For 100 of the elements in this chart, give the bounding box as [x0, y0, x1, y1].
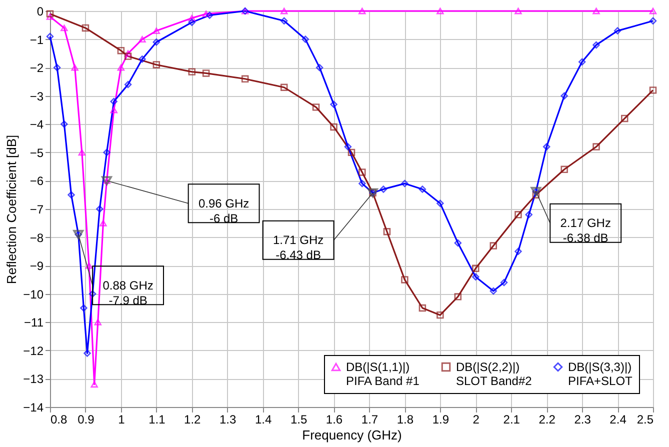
point [124, 80, 132, 88]
point [649, 8, 657, 14]
point [117, 46, 125, 54]
point [152, 28, 160, 34]
point [85, 262, 93, 269]
legend-label: DB(|S(2,2)|) SLOT Band#2 [456, 360, 532, 388]
y-tick-label: −10 [23, 287, 44, 302]
y-tick-label: 0 [36, 4, 44, 18]
point [490, 287, 497, 295]
point [330, 100, 338, 108]
point [188, 14, 196, 22]
point [280, 84, 288, 91]
point [152, 61, 160, 68]
point [53, 64, 61, 72]
point [46, 32, 54, 40]
point [578, 58, 586, 66]
point [418, 304, 426, 312]
point [348, 148, 356, 156]
point [60, 24, 68, 32]
point [60, 120, 68, 128]
point [560, 166, 568, 174]
point [188, 68, 196, 76]
point [280, 8, 288, 14]
point [490, 242, 497, 250]
point [500, 278, 508, 286]
point [88, 290, 96, 298]
x-tick-label: 1.1 [148, 412, 166, 426]
annotation: 1.71 GHz -6.43 dB [272, 233, 324, 262]
point [68, 191, 75, 198]
point [202, 70, 210, 77]
y-tick-label: −8 [30, 230, 44, 245]
point [316, 64, 324, 72]
annotation: 0.96 GHz -6 dB [198, 196, 250, 226]
legend-label: DB(|S(1,1)|) PIFA Band #1 [346, 360, 420, 388]
point [649, 17, 657, 25]
point [206, 12, 214, 19]
point [202, 10, 210, 18]
x-tick-label: 2 [472, 412, 480, 426]
point [124, 50, 132, 57]
point [418, 186, 426, 193]
point [96, 205, 104, 213]
x-tick-label: 1.6 [326, 412, 343, 426]
point [358, 180, 366, 188]
x-tick-label: 2.2 [538, 412, 556, 426]
y-axis-title: Reflection Coefficient [dB] [4, 134, 20, 284]
point [454, 239, 462, 247]
point [110, 98, 118, 106]
point [592, 41, 600, 49]
point [542, 143, 550, 150]
y-tick-label: −2 [30, 61, 44, 76]
y-tick-label: −1 [30, 32, 44, 47]
y-tick-label: −9 [30, 259, 44, 274]
point [592, 8, 600, 14]
point [152, 38, 160, 46]
point [138, 55, 146, 63]
annotation: 0.88 GHz -7.9 dB [102, 278, 154, 308]
point [78, 149, 86, 156]
x-tick-label: 2.3 [574, 412, 592, 426]
point [514, 248, 522, 256]
x-tick-label: 1.3 [220, 412, 237, 426]
point [401, 180, 408, 188]
point [525, 211, 532, 218]
y-tick-label: −12 [23, 344, 44, 358]
legend-label: DB(|S(3,3)|) PIFA+SLOT [568, 360, 634, 388]
point [560, 92, 568, 100]
point [436, 200, 444, 207]
y-tick-label: −13 [23, 372, 44, 386]
point [514, 8, 522, 14]
x-tick-label: 2.1 [503, 412, 520, 426]
point [188, 18, 196, 26]
y-tick-label: −14 [23, 400, 44, 414]
point [621, 114, 628, 122]
x-tick-label: 0.9 [78, 412, 95, 426]
point [110, 106, 118, 114]
point [80, 304, 88, 312]
point [138, 36, 146, 42]
point [454, 293, 462, 300]
x-tick-label: 1.7 [361, 412, 378, 426]
point [472, 264, 480, 272]
point [302, 36, 309, 43]
x-tick-label: 2.4 [610, 412, 627, 426]
annotation: 2.17 GHz -6.38 dB [560, 216, 611, 246]
x-tick-label: 1.9 [432, 412, 450, 426]
point [383, 228, 391, 236]
x-tick-label: 1 [118, 412, 126, 426]
point [280, 17, 288, 25]
point [436, 8, 444, 14]
x-tick-label: 1.4 [254, 412, 272, 426]
point [344, 143, 352, 150]
point [84, 350, 91, 357]
point [472, 273, 480, 280]
y-tick-label: −11 [24, 316, 44, 330]
point [436, 311, 444, 319]
point [103, 148, 110, 156]
x-axis-title: Frequency (GHz) [302, 428, 402, 442]
x-tick-label: 1.2 [184, 412, 202, 426]
point [94, 318, 102, 326]
point [358, 8, 366, 14]
y-tick-label: −4 [30, 118, 44, 132]
point [90, 381, 98, 388]
